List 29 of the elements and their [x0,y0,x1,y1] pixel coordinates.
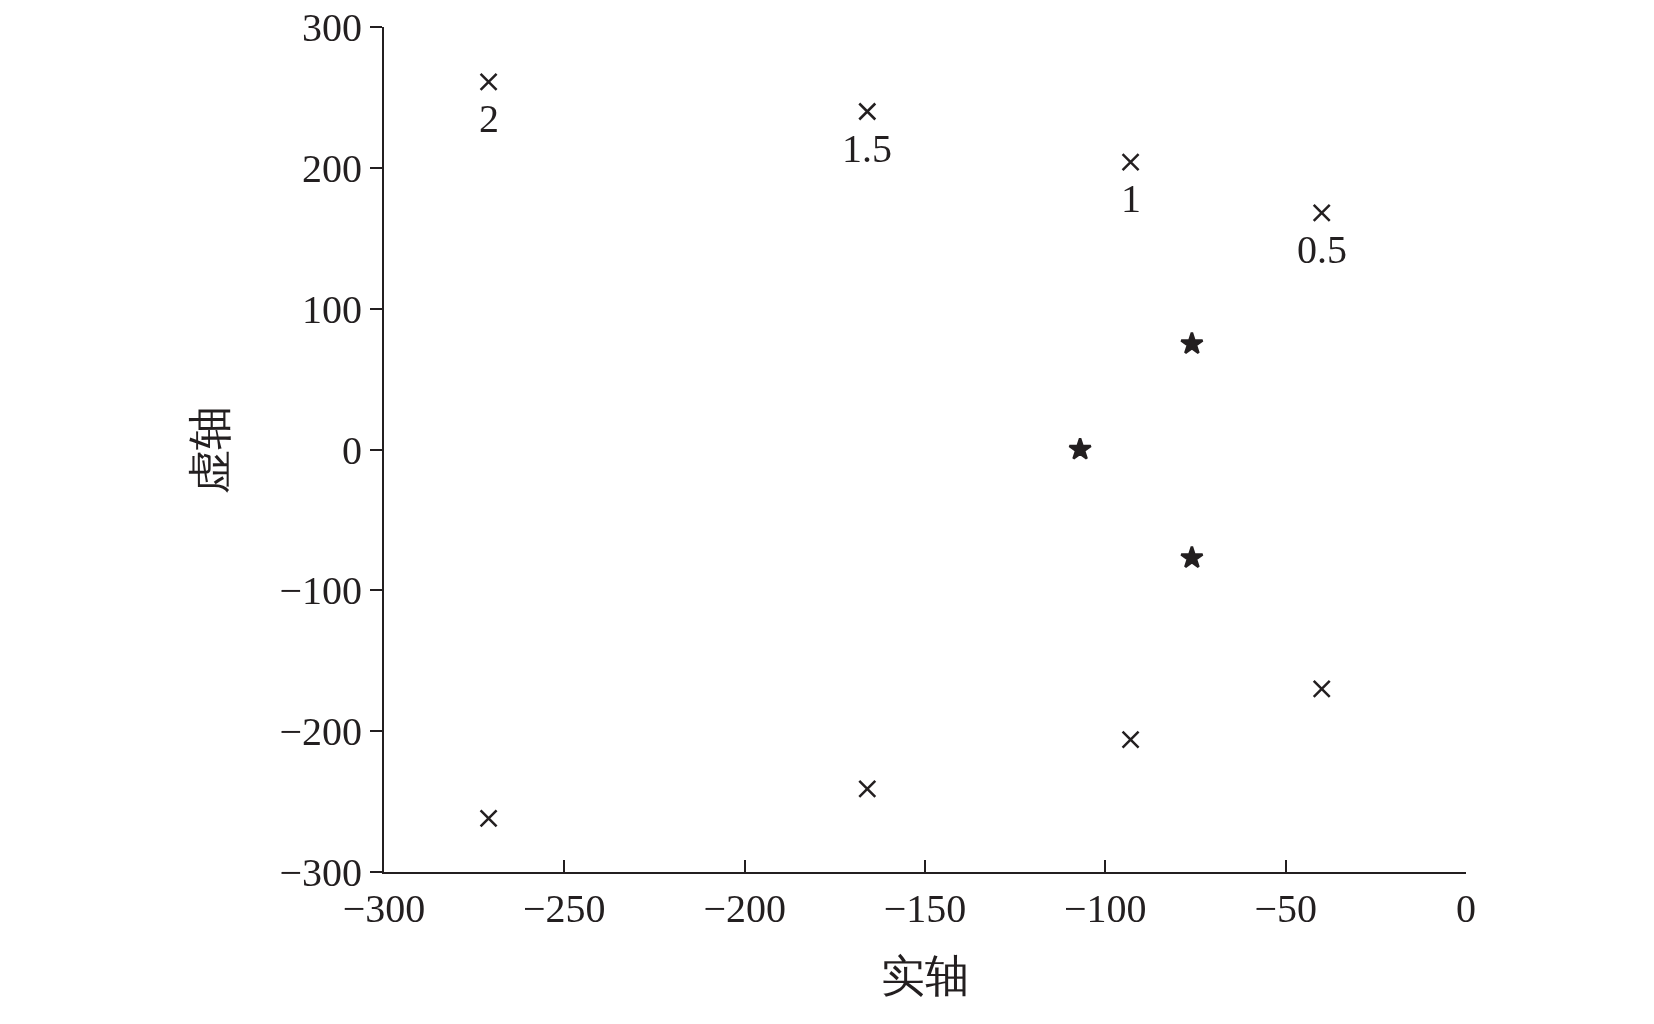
annotation: 1 [1121,176,1141,221]
point [858,102,877,121]
point [1179,545,1204,569]
x-tick-label: 0 [1456,886,1476,931]
point [479,809,498,828]
point [1312,679,1331,699]
y-tick-label: 300 [302,5,362,50]
point [1121,152,1140,172]
x-axis-title: 实轴 [881,951,969,1001]
x-tick-label: −150 [883,886,967,931]
x-tick-label: −200 [703,886,786,931]
point [1312,203,1331,223]
point [1179,331,1204,355]
point [1068,437,1092,460]
annotation: 1.5 [842,126,892,171]
x-tick-label: −100 [1064,886,1147,931]
point [858,779,877,799]
y-axis-title: 虚轴 [186,405,236,494]
y-tick-label: −100 [279,568,362,614]
y-tick-label: −200 [279,709,362,755]
y-tick-label: 0 [342,427,362,473]
x-tick-label: −250 [523,886,606,931]
y-tick-label: 200 [302,145,362,191]
y-tick-label: 100 [302,286,362,332]
point [479,72,498,92]
annotation: 0.5 [1297,227,1347,272]
point [1121,730,1140,749]
x-tick-label: −50 [1254,886,1317,931]
annotation: 2 [479,96,499,141]
